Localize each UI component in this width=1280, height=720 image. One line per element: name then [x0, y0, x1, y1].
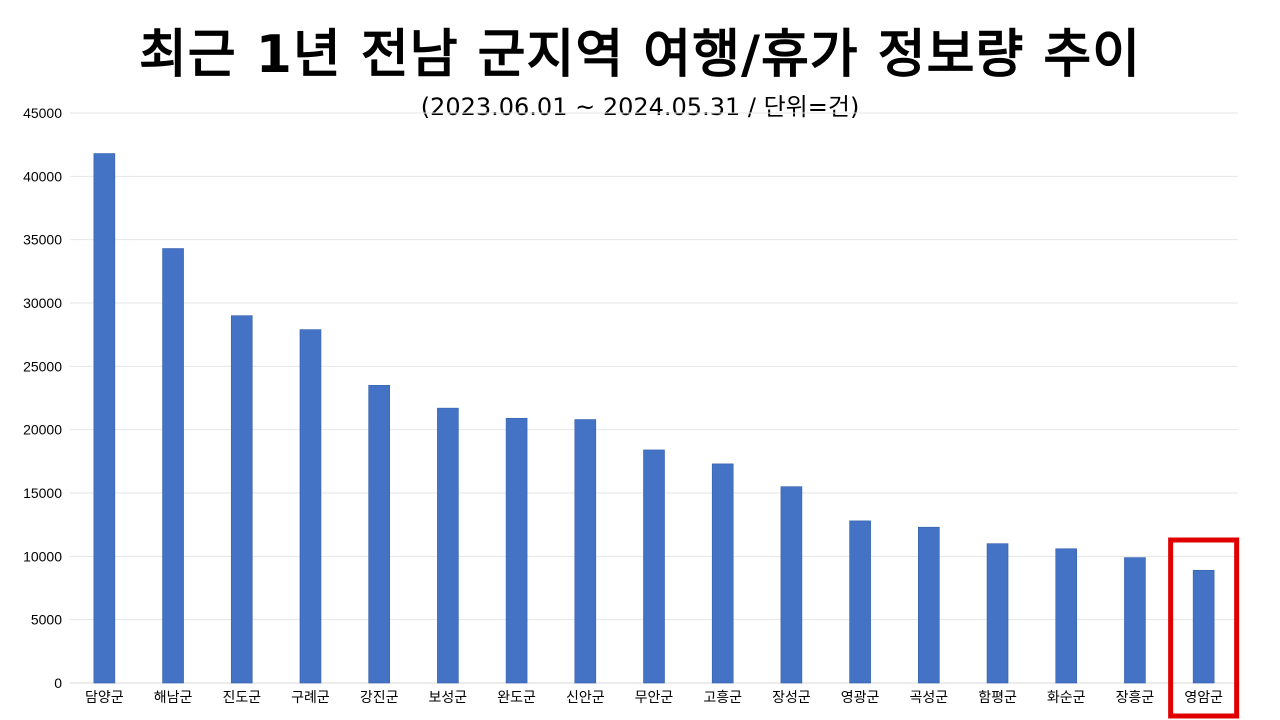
bar-신안군 [574, 419, 597, 684]
bar-강진군 [368, 385, 390, 684]
bar-보성군 [437, 407, 459, 684]
y-tick-label: 0 [54, 675, 62, 691]
category-label: 진도군 [222, 690, 261, 706]
bar-영암군 [1192, 569, 1215, 684]
bar-해남군 [162, 248, 184, 684]
y-axis-ticks: 0 5000 10000 15000 20000 25000 30000 35000 40000… [23, 105, 62, 691]
category-label: 신안군 [566, 690, 605, 706]
category-label: 영암군 [1184, 690, 1223, 706]
y-tick-label: 10000 [23, 548, 62, 564]
bar-장흥군 [1124, 557, 1146, 684]
bar-완도군 [505, 417, 528, 684]
highlight-layer [1168, 537, 1240, 719]
category-label: 고흥군 [703, 690, 742, 706]
bar-곡성군 [918, 526, 940, 684]
category-label: 함평군 [978, 690, 1017, 706]
category-label: 곡성군 [910, 690, 949, 706]
bar-고흥군 [711, 463, 734, 684]
y-tick-label: 30000 [23, 295, 62, 311]
category-label: 해남군 [154, 690, 193, 706]
category-label: 보성군 [429, 690, 468, 706]
bar-화순군 [1055, 548, 1078, 684]
category-label: 완도군 [497, 690, 536, 706]
bar-진도군 [230, 315, 253, 684]
x-axis-labels: 담양군 해남군 진도군 구례군 강진군 보성군 완도군 신안군 무안군 고흥군 장성군 영광군 곡성군 함… [85, 690, 1223, 706]
bar-장성군 [780, 486, 803, 684]
bar-구례군 [299, 329, 322, 684]
category-label: 담양군 [85, 690, 124, 706]
category-label: 강진군 [360, 690, 399, 706]
y-tick-label: 25000 [23, 358, 62, 374]
bar-영광군 [849, 520, 871, 684]
y-tick-label: 20000 [23, 422, 62, 438]
bar-무안군 [643, 449, 665, 684]
category-label: 구례군 [291, 690, 330, 706]
category-label: 무안군 [635, 690, 674, 706]
chart-subtitle: (2023.06.01 ~ 2024.05.31 / 단위=건) [420, 93, 860, 121]
y-tick-label: 45000 [23, 105, 62, 121]
bars [93, 153, 1215, 684]
category-label: 장성군 [772, 690, 811, 706]
bar-함평군 [986, 543, 1009, 684]
y-tick-label: 35000 [23, 232, 62, 248]
y-tick-label: 40000 [23, 168, 62, 184]
y-tick-label: 5000 [31, 612, 62, 628]
y-tick-label: 15000 [23, 485, 62, 501]
highlight-box [1168, 537, 1240, 719]
category-label: 장흥군 [1116, 690, 1155, 706]
category-label: 화순군 [1047, 690, 1086, 706]
chart-title: 최근 1년 전남 군지역 여행/휴가 정보량 추이 [138, 25, 1142, 85]
category-label: 영광군 [841, 690, 880, 706]
bar-담양군 [93, 153, 116, 684]
